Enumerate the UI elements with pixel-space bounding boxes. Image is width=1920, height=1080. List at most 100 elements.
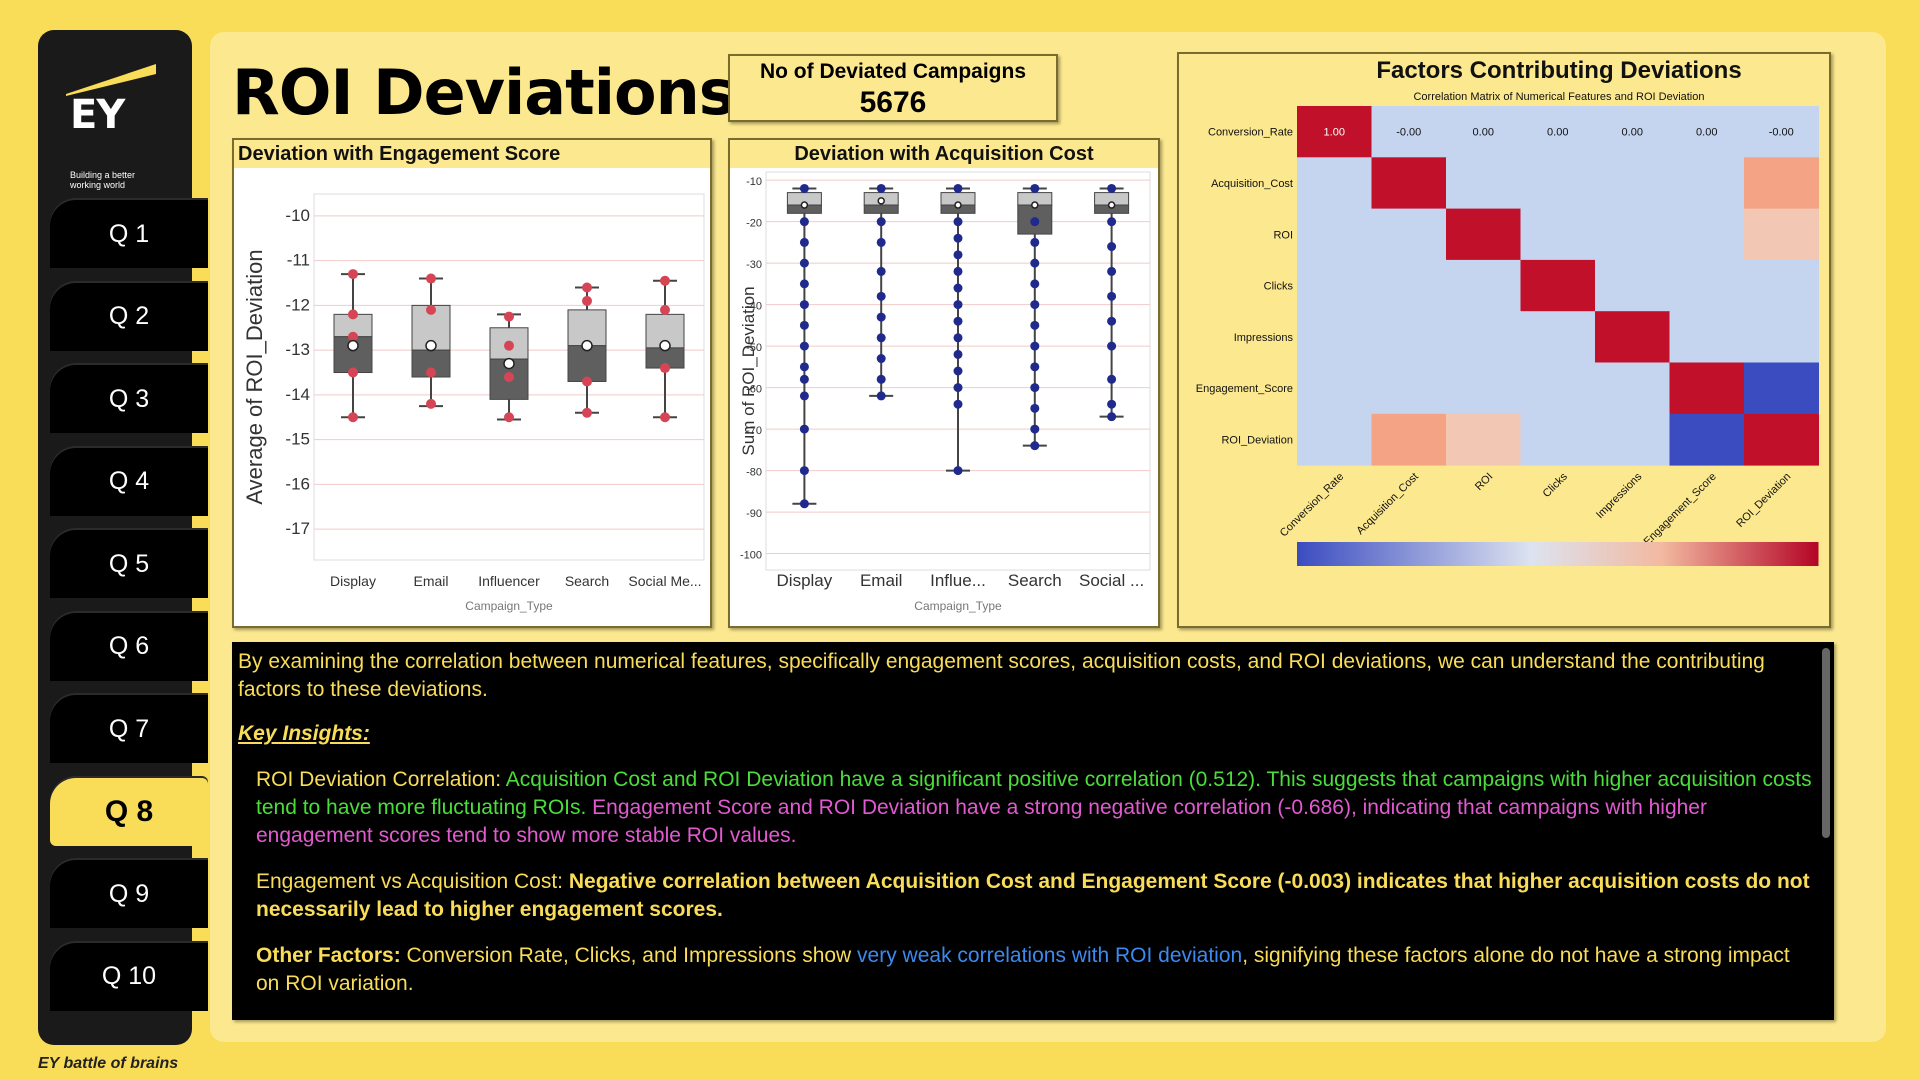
engagement-boxplot-card[interactable]: Deviation with Engagement Score -10 -11 -1… [232, 138, 712, 628]
data-point [1107, 399, 1117, 409]
heatmap-cell [1520, 259, 1596, 312]
y-axis-title: Average of ROI_Deviation [242, 249, 267, 504]
y-tick-label: -60 [746, 384, 762, 396]
sidebar: EY Building a better working world Q 1 Q 2… [38, 30, 208, 1045]
heatmap-cell [1520, 311, 1596, 363]
heatmap-colorbar [1297, 542, 1819, 566]
nav-item-q10[interactable]: Q 10 [50, 942, 208, 1011]
data-point [953, 217, 963, 227]
data-point [876, 374, 886, 384]
insights-panel: By examining the correlation between num… [232, 642, 1834, 1020]
heatmap-cell-value: 0.00 [1696, 127, 1717, 139]
data-point [799, 300, 809, 310]
heatmap-cell [1595, 311, 1670, 363]
heatmap-cell [1669, 106, 1745, 158]
data-point [1030, 441, 1040, 451]
insight-engagement-vs-acquisition: Engagement vs Acquisition Cost: Negative… [256, 870, 1810, 921]
data-point [876, 312, 886, 322]
acquisition-boxplot-card[interactable]: Deviation with Acquisition Cost -10 -20 -3… [728, 138, 1160, 628]
data-point [799, 362, 809, 372]
heatmap-cell [1595, 208, 1670, 261]
heatmap-cell [1744, 208, 1819, 261]
data-point [504, 372, 514, 382]
data-point [1107, 217, 1117, 227]
heatmap-col-label: Impressions [1594, 470, 1645, 521]
heatmap-cell [1744, 106, 1819, 158]
engagement-boxplot: -10 -11 -12 -13 -14 -15 -16 -17 Average of ROI_D… [242, 193, 705, 613]
data-point [660, 363, 670, 374]
heatmap-cell [1371, 157, 1447, 210]
heatmap-cell [1669, 362, 1745, 415]
heatmap-cell [1297, 157, 1372, 210]
y-axis-title: Sum of ROI_Deviation [739, 286, 758, 455]
data-point [1030, 183, 1040, 193]
heatmap-cell [1744, 259, 1819, 312]
heatmap-col-label: ROI_Deviation [1734, 471, 1793, 530]
heatmap-cell [1297, 362, 1372, 415]
heatmap-cell [1297, 311, 1372, 363]
ey-tagline: Building a better working world [70, 170, 136, 190]
data-point [426, 398, 436, 409]
heatmap-subtitle: Correlation Matrix of Numerical Features… [1413, 91, 1704, 103]
heatmap-cell [1371, 106, 1447, 158]
correlation-heatmap-card[interactable]: Factors Contributing Deviations Correlati… [1177, 52, 1831, 628]
nav-item-q4[interactable]: Q 4 [50, 447, 208, 516]
nav-item-q6[interactable]: Q 6 [50, 612, 208, 681]
data-point [1107, 316, 1117, 326]
heatmap-cell [1520, 362, 1596, 415]
heatmap-cell [1371, 208, 1447, 261]
correlation-heatmap: Factors Contributing Deviations Correlati… [1196, 57, 1819, 566]
data-point [953, 183, 963, 193]
x-tick-label: Search [1008, 571, 1062, 590]
data-point [504, 311, 514, 322]
nav-item-q5[interactable]: Q 5 [50, 530, 208, 598]
mean-marker [1031, 201, 1039, 209]
nav-item-q8[interactable]: Q 8 [50, 777, 208, 846]
data-point [1107, 266, 1117, 276]
mean-marker [1107, 201, 1116, 209]
heatmap-cell [1446, 413, 1521, 466]
x-tick-label: Email [860, 571, 903, 590]
data-point [660, 304, 670, 315]
nav-item-q7[interactable]: Q 7 [50, 695, 208, 763]
data-point [799, 258, 809, 268]
heatmap-col-label: Conversion_Rate [1278, 471, 1347, 540]
data-point [953, 316, 963, 326]
x-tick-label: Display [777, 571, 833, 590]
heatmap-cell [1595, 106, 1670, 158]
nav-item-q2[interactable]: Q 2 [50, 282, 208, 351]
nav-item-q9[interactable]: Q 9 [50, 860, 208, 928]
mean-marker [954, 201, 962, 209]
data-point [660, 412, 670, 423]
data-point [426, 273, 436, 284]
nav-item-q1[interactable]: Q 1 [50, 200, 208, 268]
data-point [799, 499, 809, 509]
mean-marker [347, 339, 359, 352]
insight-roi-correlation: ROI Deviation Correlation: Acquisition C… [256, 768, 1812, 847]
data-point [953, 300, 963, 310]
data-point [876, 237, 886, 247]
heatmap-col-label: Engagement_Score [1642, 471, 1719, 548]
y-tick-label: -20 [746, 218, 762, 230]
heatmap-cell-value: -0.00 [1396, 127, 1421, 139]
nav-item-q3[interactable]: Q 3 [50, 365, 208, 433]
data-point [799, 279, 809, 289]
y-tick-label: -12 [285, 295, 310, 314]
data-point [953, 349, 963, 359]
heatmap-cell [1669, 157, 1745, 210]
heatmap-cell [1520, 106, 1596, 158]
x-axis-title: Campaign_Type [914, 599, 1002, 613]
y-tick-label: -11 [287, 251, 310, 270]
insights-scrollbar[interactable] [1822, 648, 1830, 838]
acquisition-chart-title: Deviation with Acquisition Cost [730, 140, 1158, 168]
heatmap-row-label: Engagement_Score [1196, 383, 1293, 395]
data-point [876, 291, 886, 301]
ey-logo-text: EY [70, 92, 125, 138]
heatmap-cell-value: 1.00 [1324, 127, 1345, 139]
kpi-label: No of Deviated Campaigns [759, 60, 1027, 83]
x-tick-label: Display [330, 573, 376, 589]
data-point [876, 217, 886, 227]
insight-other-factors: Other Factors: Conversion Rate, Clicks, … [256, 944, 1790, 995]
y-tick-label: -80 [746, 467, 762, 479]
heatmap-cell [1297, 413, 1372, 466]
